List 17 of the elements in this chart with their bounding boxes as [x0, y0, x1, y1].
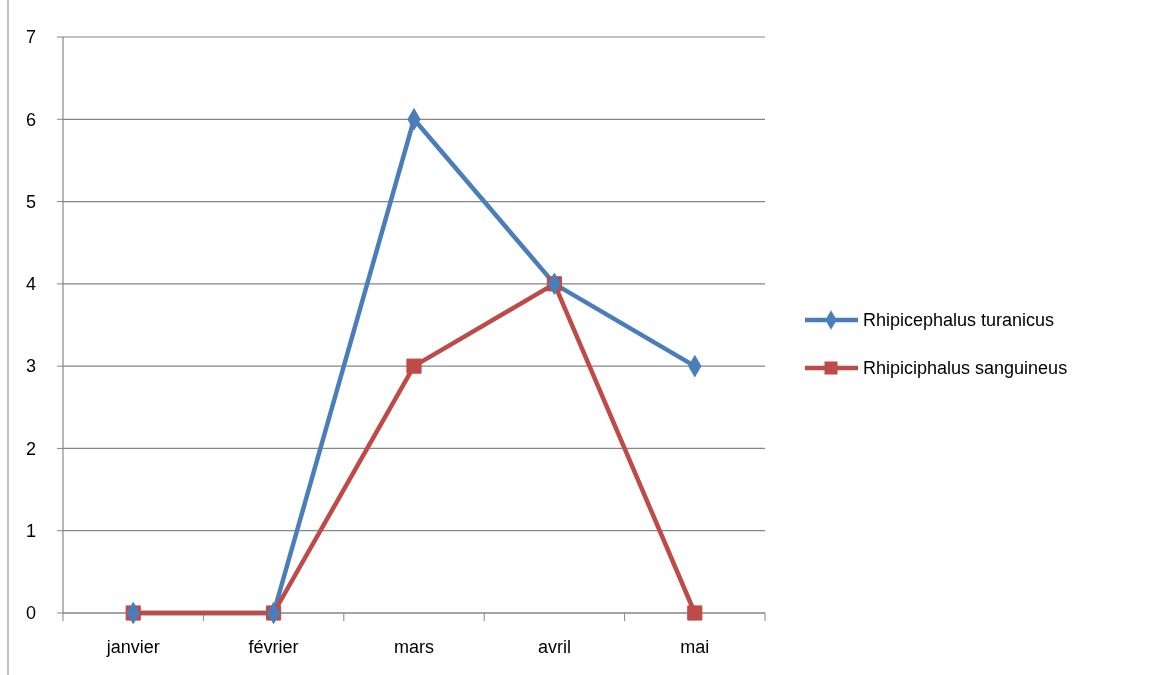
x-tick-label: janvier	[105, 637, 160, 657]
y-tick-label: 6	[25, 109, 36, 130]
y-tick-label: 0	[25, 603, 36, 624]
x-tick-label: mai	[680, 637, 710, 657]
y-tick-label: 4	[25, 274, 36, 295]
y-tick-label: 1	[25, 521, 36, 542]
legend-label: Rhipiciphalus sanguineus	[863, 358, 1068, 379]
x-tick-label: avril	[537, 637, 571, 657]
x-tick-label: février	[248, 637, 299, 657]
y-tick-label: 3	[25, 356, 36, 377]
y-tick-label: 5	[25, 191, 36, 212]
point	[406, 358, 422, 374]
legend-label: Rhipicephalus turanicus	[863, 310, 1055, 331]
y-tick-label: 7	[25, 27, 36, 48]
x-tick-label: mars	[394, 637, 434, 657]
point	[687, 605, 703, 621]
y-tick-label: 2	[25, 438, 36, 459]
